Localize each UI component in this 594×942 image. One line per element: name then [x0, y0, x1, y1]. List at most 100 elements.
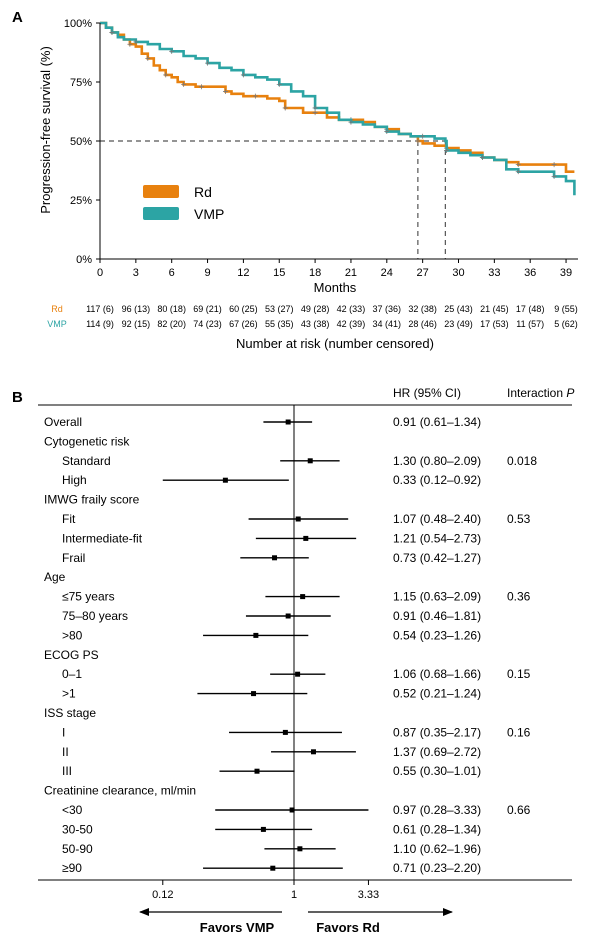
censor-mark	[133, 39, 139, 45]
hr-ci-value: 0.91 (0.61–1.34)	[393, 415, 481, 429]
hr-point	[295, 671, 301, 677]
favors-rd-label: Favors Rd	[316, 920, 380, 935]
censor-mark	[109, 29, 115, 35]
risk-cell-vmp: 74 (23)	[193, 319, 222, 329]
hr-ci-value: 1.10 (0.62–1.96)	[393, 842, 481, 856]
censor-mark	[479, 155, 485, 161]
hr-point	[253, 632, 259, 638]
censor-mark	[312, 110, 318, 116]
km-curves	[100, 21, 576, 196]
interaction-p-value: 0.36	[507, 590, 531, 604]
risk-cell-vmp: 5 (62)	[554, 319, 578, 329]
censor-mark	[384, 129, 390, 135]
subgroup-header: ISS stage	[44, 706, 96, 720]
y-tick-label: 100%	[64, 18, 92, 30]
interaction-p-value: 0.66	[507, 803, 531, 817]
hr-point	[300, 594, 306, 600]
risk-cell-vmp: 11 (57)	[516, 319, 544, 329]
hr-point	[297, 846, 303, 852]
censor-mark	[444, 147, 450, 153]
x-tick-label: 15	[273, 267, 285, 279]
hr-ci-value: 0.91 (0.46–1.81)	[393, 609, 481, 623]
hr-ci-value: 1.37 (0.69–2.72)	[393, 745, 481, 759]
censor-mark	[415, 138, 421, 144]
risk-row-label-vmp: VMP	[47, 319, 67, 329]
censor-mark	[276, 81, 282, 87]
risk-cell-rd: 117 (6)	[86, 304, 114, 314]
y-tick-label: 0%	[76, 254, 92, 266]
x-tick-label: 9	[204, 267, 210, 279]
x-tick-label: 36	[524, 267, 536, 279]
hr-ci-value: 0.52 (0.21–1.24)	[393, 687, 481, 701]
subgroup-label: Fit	[62, 512, 76, 526]
censor-mark	[240, 72, 246, 78]
hr-ci-value: 1.15 (0.63–2.09)	[393, 590, 481, 604]
km-axes: 0%25%50%75%100%0 3 6 9 12 15 18 21 24 27 30 33 36 39	[64, 18, 578, 279]
hr-ci-value: 0.97 (0.28–3.33)	[393, 803, 481, 817]
risk-table-title: Number at risk (number censored)	[236, 336, 434, 351]
subgroup-label: Intermediate-fit	[62, 531, 143, 545]
hr-ci-value: 1.21 (0.54–2.73)	[393, 531, 481, 545]
subgroup-label: ≤75 years	[62, 590, 115, 604]
x-tick-label: 3	[133, 267, 139, 279]
censor-mark	[515, 162, 521, 168]
subgroup-label: <30	[62, 803, 83, 817]
hr-point	[282, 729, 288, 735]
x-tick-label: 30	[452, 267, 464, 279]
censor-mark	[181, 81, 187, 87]
risk-cell-rd: 60 (25)	[229, 304, 258, 314]
risk-row-label-rd: Rd	[51, 304, 63, 314]
hr-ci-value: 1.06 (0.68–1.66)	[393, 667, 481, 681]
risk-cell-rd: 21 (45)	[480, 304, 509, 314]
x-tick-label: 6	[169, 267, 175, 279]
censor-mark	[348, 119, 354, 125]
hr-ci-value: 0.55 (0.30–1.01)	[393, 764, 481, 778]
subgroup-header: IMWG fraily score	[44, 493, 140, 507]
risk-cell-vmp: 34 (41)	[373, 319, 402, 329]
hr-point	[222, 477, 228, 483]
risk-cell-rd: 9 (55)	[554, 304, 578, 314]
subgroup-label: III	[62, 764, 72, 778]
risk-cell-rd: 37 (36)	[373, 304, 402, 314]
hr-point	[307, 458, 313, 464]
y-axis-label: Progression-free survival (%)	[38, 46, 53, 214]
panel-b-label: B	[12, 389, 23, 406]
legend: Rd VMP	[143, 184, 224, 222]
interaction-p-value: 0.16	[507, 725, 531, 739]
risk-cell-rd: 25 (43)	[444, 304, 473, 314]
x-tick-label: 24	[381, 267, 393, 279]
risk-cell-vmp: 82 (20)	[157, 319, 186, 329]
x-tick-label: 12	[237, 267, 249, 279]
censor-mark	[312, 105, 318, 111]
subgroup-header: Age	[44, 570, 66, 584]
hr-ci-value: 0.87 (0.35–2.17)	[393, 725, 481, 739]
km-plot-area	[100, 140, 446, 259]
x-tick-label: 27	[417, 267, 429, 279]
interaction-column-header: Interaction P	[507, 386, 574, 400]
x-axis-label: Months	[314, 280, 357, 295]
legend-label-vmp: VMP	[194, 206, 224, 222]
subgroup-label: 0–1	[62, 667, 82, 681]
hr-point	[285, 419, 291, 425]
hr-ci-value: 0.61 (0.28–1.34)	[393, 822, 481, 836]
censor-mark	[282, 105, 288, 111]
censor-mark	[420, 133, 426, 139]
subgroup-label: II	[62, 745, 69, 759]
x-tick-label: 33	[488, 267, 500, 279]
subgroup-label: >80	[62, 628, 83, 642]
legend-label-rd: Rd	[194, 184, 212, 200]
subgroup-header: Creatinine clearance, ml/min	[44, 784, 196, 798]
censor-mark	[205, 60, 211, 66]
hr-point	[310, 749, 316, 755]
km-curve-rd	[100, 21, 575, 173]
subgroup-header: ECOG PS	[44, 648, 99, 662]
subgroup-label: I	[62, 725, 65, 739]
hr-point	[260, 826, 266, 832]
hr-column-header: HR (95% CI)	[393, 386, 461, 400]
censor-mark	[163, 72, 169, 78]
interaction-p-value: 0.018	[507, 454, 537, 468]
x-tick-label: 18	[309, 267, 321, 279]
subgroup-label: 30-50	[62, 822, 93, 836]
subgroup-label: ≥90	[62, 861, 82, 875]
